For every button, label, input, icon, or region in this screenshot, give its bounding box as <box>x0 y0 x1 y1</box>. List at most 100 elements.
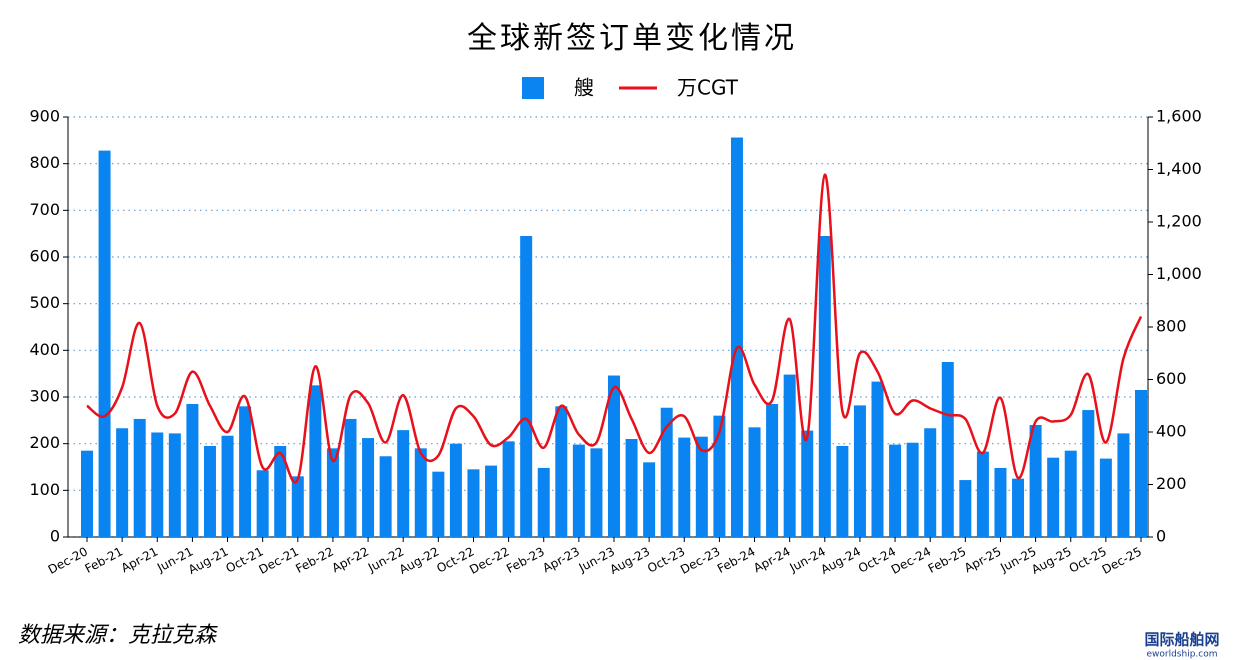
y-tick-label: 0 <box>50 527 60 546</box>
bar <box>537 467 550 537</box>
legend-label: 万CGT <box>677 76 739 100</box>
bar <box>151 432 164 537</box>
x-tick-label: Feb-22 <box>293 544 336 576</box>
x-tick-label: Aug-25 <box>1029 544 1074 577</box>
y2-tick-label: 800 <box>1156 317 1187 336</box>
bar <box>81 450 93 537</box>
y2-tick-label: 600 <box>1156 369 1187 388</box>
x-tick-label: Feb-24 <box>715 544 758 576</box>
bar <box>485 465 498 537</box>
source-note: 数据来源：克拉克森 <box>18 623 218 648</box>
y2-tick-label: 0 <box>1156 527 1166 546</box>
bar <box>976 451 989 537</box>
bar <box>326 448 339 537</box>
bar <box>695 436 708 537</box>
line <box>86 173 1143 484</box>
bar <box>643 462 656 537</box>
legend-label: 艘 <box>574 76 594 100</box>
bar <box>941 362 954 537</box>
y-tick-label: 200 <box>29 433 60 452</box>
x-tick-label: Dec-20 <box>46 544 90 576</box>
bar <box>168 433 181 537</box>
y-tick-label: 700 <box>29 200 60 219</box>
bar <box>362 438 375 537</box>
bar <box>730 137 743 538</box>
x-tick-label: Dec-25 <box>1100 544 1144 576</box>
x-tick-label: Aug-22 <box>397 544 442 577</box>
bar <box>239 406 252 537</box>
bar <box>397 430 410 537</box>
watermark: 国际船舶网 <box>1144 631 1219 649</box>
y2-tick-label: 400 <box>1156 422 1187 441</box>
x-tick-label: Aug-23 <box>608 544 653 577</box>
x-tick-label: Aug-21 <box>186 544 231 577</box>
y2-tick-label: 1,200 <box>1156 212 1202 231</box>
bar <box>1064 450 1077 537</box>
bar <box>1117 433 1130 537</box>
bar <box>98 150 111 537</box>
bar <box>1135 390 1147 537</box>
y2-tick-label: 200 <box>1156 474 1187 493</box>
x-tick-label: Apr-24 <box>751 544 793 575</box>
bar <box>1082 410 1095 537</box>
x-tick-label: Feb-25 <box>926 544 969 576</box>
bar <box>801 430 814 537</box>
bar <box>783 374 796 537</box>
bar <box>467 469 480 537</box>
legend-swatch <box>522 77 544 99</box>
bar <box>520 236 533 537</box>
y2-tick-label: 1,000 <box>1156 264 1202 283</box>
bar <box>590 448 603 537</box>
x-tick-label: Dec-24 <box>889 544 933 576</box>
y-tick-label: 900 <box>29 107 60 126</box>
bar <box>625 439 638 537</box>
y-tick-label: 600 <box>29 247 60 266</box>
bar <box>1047 457 1060 537</box>
x-tick-label: Apr-22 <box>330 544 372 575</box>
bar <box>432 471 445 537</box>
y-tick-label: 500 <box>29 293 60 312</box>
bar <box>572 444 585 537</box>
bar <box>116 428 129 537</box>
x-tick-label: Apr-23 <box>540 544 582 575</box>
bar <box>889 444 902 537</box>
bar <box>291 476 304 537</box>
x-tick-label: Apr-21 <box>119 544 161 575</box>
bar <box>133 418 146 537</box>
bar <box>1029 425 1042 537</box>
bar <box>959 480 972 537</box>
watermark-url: eworldship.com <box>1146 650 1217 660</box>
bar <box>906 442 919 537</box>
bar <box>379 456 392 537</box>
bar <box>274 446 287 537</box>
y-tick-label: 100 <box>29 480 60 499</box>
bar <box>713 415 726 537</box>
x-tick-label: Feb-23 <box>504 544 547 576</box>
x-tick-label: Apr-25 <box>962 544 1004 575</box>
bar <box>748 427 761 537</box>
x-tick-label: Dec-22 <box>467 544 511 576</box>
bar <box>449 443 462 537</box>
bar <box>660 407 673 537</box>
y-tick-label: 300 <box>29 387 60 406</box>
bar <box>502 441 515 537</box>
bar <box>678 437 691 537</box>
x-tick-label: Aug-24 <box>818 544 863 577</box>
y2-tick-label: 1,600 <box>1156 107 1202 126</box>
y2-tick-label: 1,400 <box>1156 159 1202 178</box>
bar <box>836 446 849 537</box>
bar <box>1012 478 1025 537</box>
bar <box>994 467 1007 537</box>
y-tick-label: 400 <box>29 340 60 359</box>
bar <box>871 381 884 537</box>
chart-title: 全球新签订单变化情况 <box>467 21 797 56</box>
y-tick-label: 800 <box>29 153 60 172</box>
bar <box>344 418 357 537</box>
x-tick-label: Dec-21 <box>256 544 300 576</box>
bar <box>1099 458 1112 537</box>
bar <box>414 448 427 537</box>
bar <box>853 405 866 537</box>
bar <box>186 404 199 537</box>
x-tick-label: Dec-23 <box>678 544 722 576</box>
